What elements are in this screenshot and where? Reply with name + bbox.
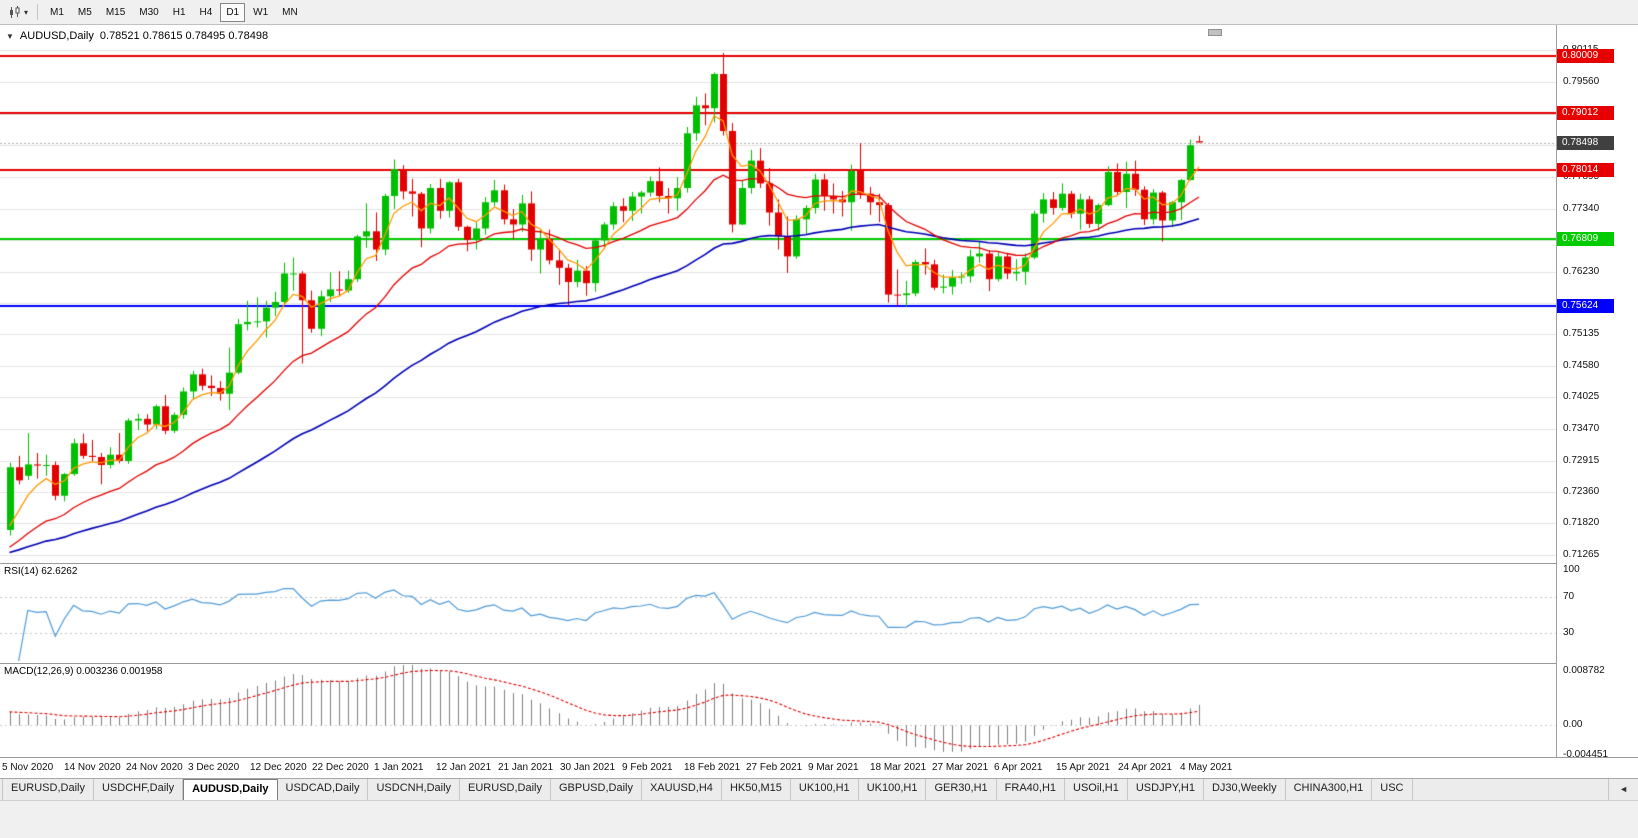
chart-tab-usdchf-daily[interactable]: USDCHF,Daily: [94, 779, 184, 800]
price-axis-label: 0.74025: [1563, 391, 1600, 402]
time-axis-label: 27 Feb 2021: [746, 762, 803, 773]
chart-tab-gbpusd-daily[interactable]: GBPUSD,Daily: [551, 779, 642, 800]
rsi-axis-label: 70: [1563, 591, 1575, 602]
chart-ohlc-values: 0.78521 0.78615 0.78495 0.78498: [99, 30, 269, 42]
chart-tab-xauusd-h4[interactable]: XAUUSD,H4: [642, 779, 722, 800]
timeframe-button-h1[interactable]: H1: [172, 6, 186, 18]
time-axis-label: 21 Jan 2021: [498, 762, 554, 773]
timeframe-button-h4[interactable]: H4: [199, 6, 213, 18]
current-price-tag: 0.78498: [1557, 136, 1614, 150]
rsi-indicator-label: RSI(14) 62.6262: [4, 566, 78, 577]
price-axis-label: 0.71820: [1563, 517, 1600, 528]
chart-tab-uk100-h1[interactable]: UK100,H1: [791, 779, 859, 800]
time-axis-label: 9 Feb 2021: [622, 762, 673, 773]
timeframe-button-m30[interactable]: M30: [139, 6, 159, 18]
chart-header: ▼ AUDUSD,Daily 0.78521 0.78615 0.78495 0…: [6, 30, 268, 42]
time-axis-label: 12 Dec 2020: [250, 762, 307, 773]
time-axis-label: 1 Jan 2021: [374, 762, 424, 773]
chart-scroll-indicator[interactable]: [1208, 29, 1222, 36]
chart-tabs-bar: EURUSD,Daily USDCHF,Daily AUDUSD,Daily USDC…: [0, 778, 1638, 800]
price-axis-label: 0.72360: [1563, 486, 1600, 497]
chart-tab-usc[interactable]: USC: [1372, 779, 1413, 800]
timeframe-button-m15[interactable]: M15: [105, 6, 126, 18]
time-axis[interactable]: 5 Nov 2020 14 Nov 2020 24 Nov 2020 3 Dec 20…: [0, 757, 1638, 778]
time-axis-label: 4 May 2021: [1180, 762, 1233, 773]
macd-axis-label: 0.00: [1563, 719, 1583, 730]
time-axis-label: 9 Mar 2021: [808, 762, 859, 773]
chart-tab-fra40-h1[interactable]: FRA40,H1: [997, 779, 1066, 800]
chart-tab-audusd-daily[interactable]: AUDUSD,Daily: [183, 779, 278, 800]
chart-tab-uk100-h1[interactable]: UK100,H1: [859, 779, 927, 800]
timeframe-button-d1[interactable]: D1: [220, 2, 246, 22]
macd-axis-label: -0.004451: [1563, 749, 1609, 760]
timeframe-button-m5[interactable]: M5: [77, 6, 92, 18]
time-axis-label: 15 Apr 2021: [1056, 762, 1110, 773]
chart-type-icon[interactable]: [6, 4, 24, 21]
timeframe-buttons: M1 M5 M15 M30 H1 H4 D1 W1 MN: [44, 2, 304, 22]
time-axis-label: 12 Jan 2021: [436, 762, 492, 773]
price-chart-canvas[interactable]: [0, 25, 1556, 757]
time-axis-label: 27 Mar 2021: [932, 762, 989, 773]
time-axis-label: 24 Nov 2020: [126, 762, 183, 773]
rsi-panel-separator[interactable]: [0, 563, 1638, 564]
chart-area: ▼ AUDUSD,Daily 0.78521 0.78615 0.78495 0…: [0, 25, 1638, 778]
price-axis-label: 0.72915: [1563, 455, 1600, 466]
chart-tab-usdjpy-h1[interactable]: USDJPY,H1: [1128, 779, 1204, 800]
chart-tab-usdcad-daily[interactable]: USDCAD,Daily: [278, 779, 369, 800]
chart-tab-china300-h1[interactable]: CHINA300,H1: [1286, 779, 1373, 800]
price-axis-label: 0.76230: [1563, 266, 1600, 277]
toolbar-separator: [37, 4, 39, 20]
level-price-tag: 0.75624: [1557, 299, 1614, 313]
chart-type-dropdown-caret[interactable]: ▾: [24, 7, 29, 17]
price-axis-label: 0.75135: [1563, 328, 1600, 339]
timeframe-button-m1[interactable]: M1: [50, 6, 64, 18]
macd-panel-separator[interactable]: [0, 663, 1638, 664]
timeframe-button-w1[interactable]: W1: [253, 6, 269, 18]
chart-tab-hk50-m15[interactable]: HK50,M15: [722, 779, 791, 800]
price-axis-label: 0.79560: [1563, 76, 1600, 87]
time-axis-label: 3 Dec 2020: [188, 762, 240, 773]
level-price-tag: 0.76809: [1557, 232, 1614, 246]
time-axis-label: 6 Apr 2021: [994, 762, 1043, 773]
rsi-axis-label: 30: [1563, 627, 1575, 638]
timeframe-button-mn[interactable]: MN: [282, 6, 298, 18]
tab-scroll-left-icon[interactable]: ◄: [1608, 779, 1638, 800]
chart-tab-ger30-h1[interactable]: GER30,H1: [926, 779, 997, 800]
rsi-axis-label: 100: [1563, 564, 1580, 575]
level-price-tag: 0.80009: [1557, 49, 1614, 63]
time-axis-label: 30 Jan 2021: [560, 762, 616, 773]
price-axis-label: 0.73470: [1563, 423, 1600, 434]
macd-indicator-label: MACD(12,26,9) 0.003236 0.001958: [4, 666, 163, 677]
timeframe-toolbar: ▾ M1 M5 M15 M30 H1 H4 D1 W1 MN: [0, 0, 1638, 25]
price-axis-label: 0.74580: [1563, 360, 1600, 371]
chart-tab-usdcnh-daily[interactable]: USDCNH,Daily: [368, 779, 461, 800]
time-axis-label: 14 Nov 2020: [64, 762, 121, 773]
time-axis-label: 18 Mar 2021: [870, 762, 927, 773]
chart-tab-usoil-h1[interactable]: USOil,H1: [1065, 779, 1128, 800]
chart-tab-dj30-weekly[interactable]: DJ30,Weekly: [1204, 779, 1286, 800]
chart-symbol-label: AUDUSD,Daily: [19, 30, 94, 42]
status-strip: [0, 800, 1638, 838]
time-axis-label: 18 Feb 2021: [684, 762, 741, 773]
price-axis[interactable]: 0.801150.795600.778950.773400.762300.751…: [1556, 25, 1638, 760]
level-price-tag: 0.78014: [1557, 163, 1614, 177]
chart-tab-eurusd-daily[interactable]: EURUSD,Daily: [2, 779, 94, 800]
chart-tabs: EURUSD,Daily USDCHF,Daily AUDUSD,Daily USDC…: [2, 779, 1413, 800]
price-axis-label: 0.77340: [1563, 203, 1600, 214]
macd-axis-label: 0.008782: [1563, 665, 1605, 676]
level-price-tag: 0.79012: [1557, 106, 1614, 120]
price-axis-label: 0.71265: [1563, 549, 1600, 560]
time-axis-label: 5 Nov 2020: [2, 762, 54, 773]
chart-collapse-icon[interactable]: ▼: [6, 31, 14, 41]
chart-tab-eurusd-daily[interactable]: EURUSD,Daily: [460, 779, 551, 800]
time-axis-label: 24 Apr 2021: [1118, 762, 1172, 773]
time-axis-label: 22 Dec 2020: [312, 762, 369, 773]
